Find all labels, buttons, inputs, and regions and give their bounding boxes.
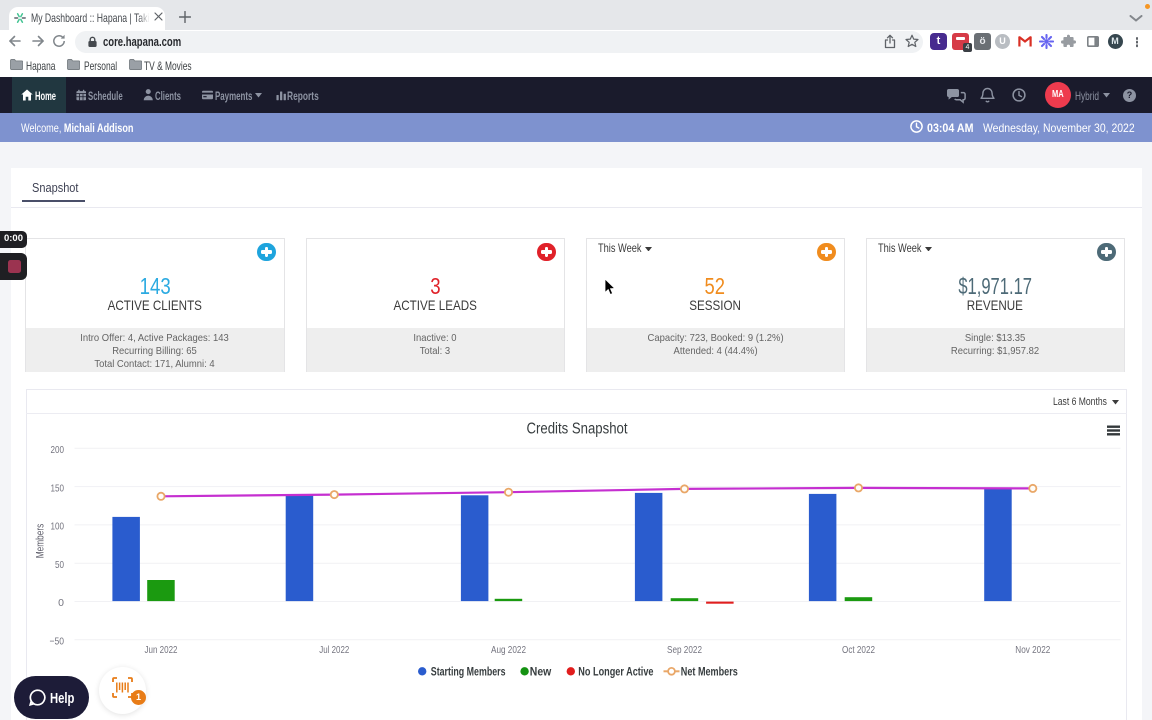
svg-text:Credits Snapshot: Credits Snapshot xyxy=(526,421,628,438)
svg-text:150: 150 xyxy=(50,482,64,494)
svg-text:0: 0 xyxy=(58,597,64,609)
svg-text:100: 100 xyxy=(50,521,64,533)
svg-text:Starting Members: Starting Members xyxy=(430,664,505,678)
svg-text:Oct 2022: Oct 2022 xyxy=(842,644,875,656)
svg-text:Nov 2022: Nov 2022 xyxy=(1015,644,1050,656)
svg-text:New: New xyxy=(529,664,551,678)
svg-text:−50: −50 xyxy=(49,636,64,648)
svg-text:200: 200 xyxy=(50,444,64,456)
svg-text:No Longer Active: No Longer Active xyxy=(578,664,653,678)
svg-text:Sep 2022: Sep 2022 xyxy=(667,644,702,656)
svg-text:Aug 2022: Aug 2022 xyxy=(491,644,526,656)
svg-text:Jul 2022: Jul 2022 xyxy=(319,644,349,656)
svg-text:50: 50 xyxy=(55,559,64,571)
svg-text:Jun 2022: Jun 2022 xyxy=(144,644,177,656)
svg-text:Net Members: Net Members xyxy=(680,664,737,678)
svg-text:Members: Members xyxy=(34,523,46,558)
